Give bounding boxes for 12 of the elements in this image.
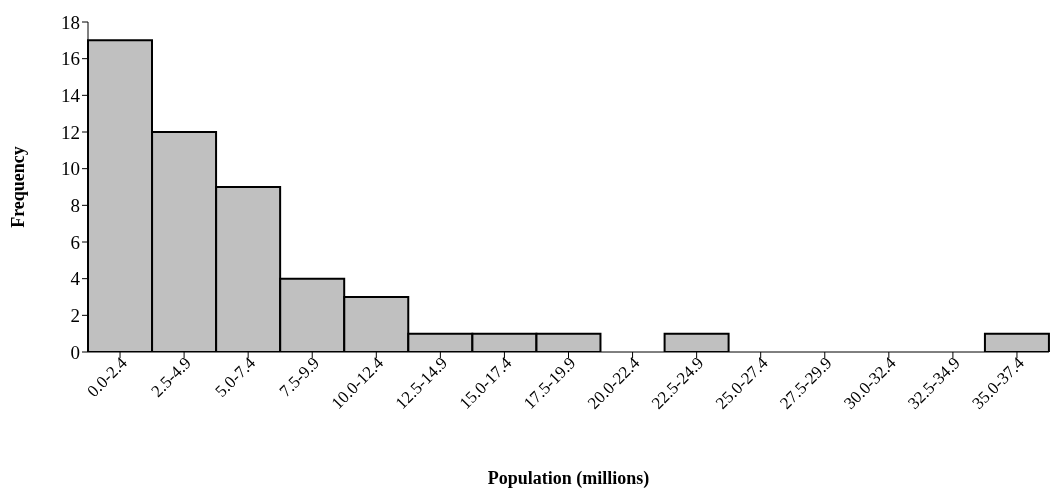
y-axis-title: Frequency (8, 146, 29, 228)
y-tick-label: 6 (70, 231, 80, 253)
y-tick-label: 8 (70, 195, 80, 217)
y-tick-label: 0 (70, 341, 80, 363)
y-tick-label: 2 (70, 305, 80, 327)
y-tick-label: 10 (61, 158, 80, 180)
y-tick-label: 18 (61, 11, 80, 33)
x-axis-title: Population (millions) (487, 468, 650, 489)
y-tick-label: 4 (70, 268, 81, 290)
y-tick-label: 14 (61, 85, 81, 107)
y-tick-label: 12 (61, 121, 80, 143)
y-tick-label: 16 (61, 48, 80, 70)
